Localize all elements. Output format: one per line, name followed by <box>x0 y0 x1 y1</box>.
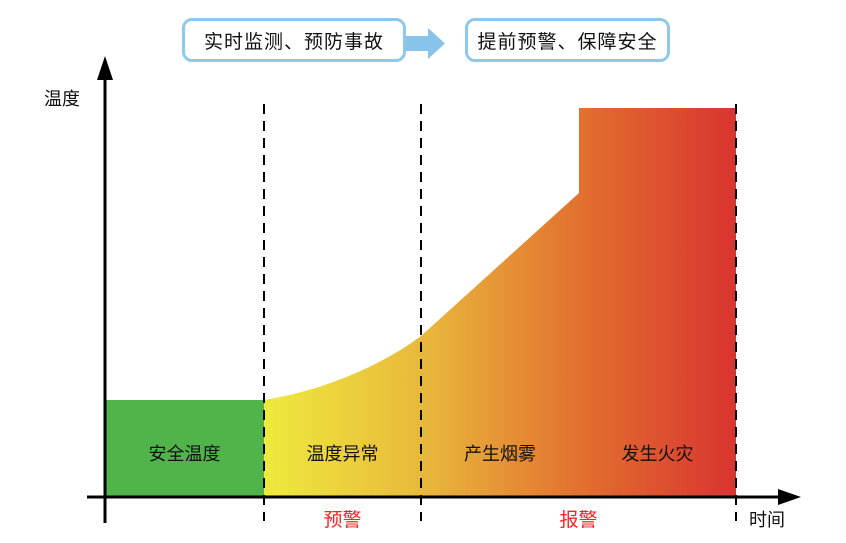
heat-gradient-area <box>264 108 736 497</box>
x-axis-arrowhead-icon <box>778 489 801 505</box>
arrow-right-shape <box>406 28 445 59</box>
header-box-monitoring: 实时监测、预防事故 <box>182 18 406 62</box>
header-box-monitoring-label: 实时监测、预防事故 <box>203 31 384 53</box>
y-axis-arrowhead-icon <box>97 56 113 80</box>
zone-label-smoke-generated: 产生烟雾 <box>464 444 536 464</box>
arrow-right-icon <box>406 28 445 59</box>
phase-label-alarm: 报警 <box>559 510 598 531</box>
header-box-early-warning-label: 提前预警、保障安全 <box>477 31 658 53</box>
safe-zone-area <box>105 400 264 497</box>
header-box-early-warning: 提前预警、保障安全 <box>465 18 670 62</box>
x-axis-label: 时间 <box>749 510 785 530</box>
phase-label-early-warning: 预警 <box>323 510 362 531</box>
zone-label-temperature-anomaly: 温度异常 <box>306 444 379 464</box>
y-axis-label: 温度 <box>44 89 80 109</box>
zone-label-safe-temperature: 安全温度 <box>148 444 221 464</box>
zone-label-fire-occurs: 发生火灾 <box>621 444 694 464</box>
